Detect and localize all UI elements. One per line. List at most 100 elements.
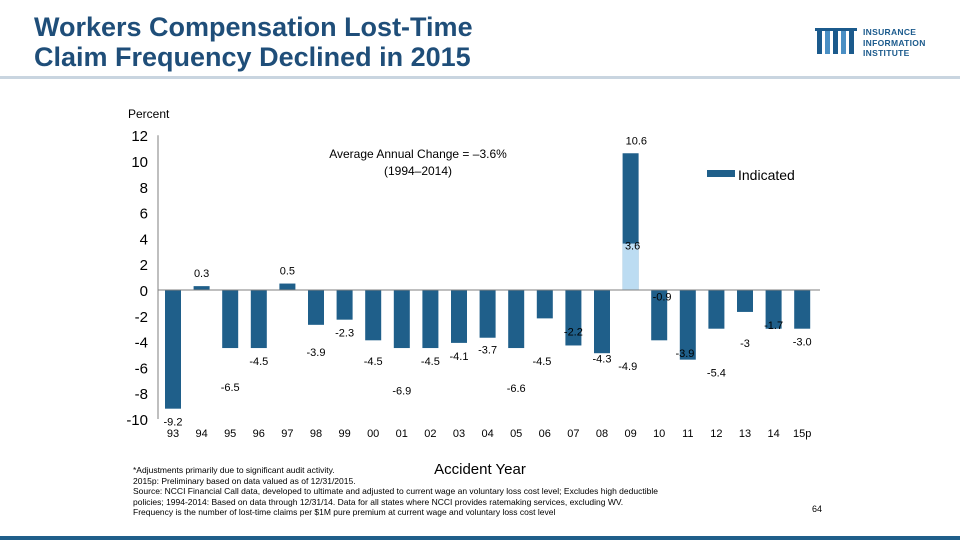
bar-96 [250,290,267,349]
data-label: -4.5 [421,356,440,368]
bar-13 [737,290,753,312]
data-label: -4.5 [364,356,383,368]
bar-07 [565,290,582,346]
data-label: -4.5 [249,356,268,368]
x-tick-label: 03 [453,428,465,440]
data-label: -1.7 [764,320,783,332]
bar-97 [279,283,296,290]
title-line-1: Workers Compensation Lost-Time [34,12,473,42]
data-label: -6.9 [392,386,411,398]
data-label: 0.5 [280,266,295,278]
data-label: -3.9 [675,348,694,360]
bar-10 [651,290,668,341]
bar-98 [308,290,324,325]
logo-line-2: INFORMATION [863,37,926,48]
bottom-divider [0,536,960,540]
x-tick-label: 98 [310,428,322,440]
y-tick-label: 8 [140,180,148,197]
bar-02 [422,290,439,349]
x-tick-label: 01 [396,428,408,440]
data-label: -2.3 [335,328,354,340]
page-number: 64 [812,504,823,514]
bar-03 [451,290,467,343]
bar-93 [165,290,181,409]
y-tick-label: -8 [135,386,148,403]
data-label: -6.6 [507,383,526,395]
bar-01 [393,290,410,349]
data-label: -9.2 [164,417,183,429]
data-label: 0.3 [194,268,209,280]
x-tick-label: 09 [624,428,636,440]
x-tick-label: 94 [195,428,207,440]
data-label: -4.3 [593,353,612,365]
bar-11 [679,290,696,360]
x-tick-label: 07 [567,428,579,440]
bar-00 [365,290,382,341]
annotation-line-2: (1994–2014) [384,164,452,178]
x-tick-label: 93 [167,428,179,440]
y-tick-label: 6 [140,206,148,223]
x-tick-label: 05 [510,428,522,440]
y-tick-label: 10 [131,154,148,171]
data-label: -2.2 [564,326,583,338]
data-label: -6.5 [221,382,240,394]
x-tick-label: 02 [424,428,436,440]
data-label: -3.0 [793,337,812,349]
x-tick-label: 13 [739,428,751,440]
x-tick-label: 11 [682,428,693,440]
bar-12 [708,290,725,329]
data-label: -3.9 [307,347,326,359]
x-tick-label: 08 [596,428,608,440]
bar-highlight-segment [622,243,639,290]
y-tick-label: -2 [135,309,148,326]
y-tick-label: -6 [135,360,148,377]
page-title: Workers Compensation Lost-Time Claim Fre… [34,12,654,72]
x-tick-label: 95 [224,428,236,440]
bar-06 [536,290,553,319]
bar-95 [222,290,239,349]
logo-mark-icon [815,28,857,54]
data-label: -0.9 [653,291,672,303]
footnotes: *Adjustments primarily due to significan… [133,465,793,518]
y-tick-label: 0 [140,283,148,300]
bar-08 [594,290,610,354]
x-tick-label: 10 [653,428,665,440]
data-label: -3.7 [478,344,497,356]
y-axis-label: Percent [128,107,170,121]
bar-05 [508,290,525,349]
data-label: 10.6 [626,135,647,147]
title-line-2: Claim Frequency Declined in 2015 [34,42,471,72]
y-tick-label: -4 [135,335,148,352]
x-tick-label: 06 [539,428,551,440]
bar-15p [794,290,811,329]
legend-swatch [707,170,735,177]
x-tick-label: 96 [253,428,265,440]
footnote-line-3: Source: NCCI Financial Call data, develo… [133,486,658,497]
data-label: -4.1 [450,351,469,363]
x-tick-label: 12 [710,428,722,440]
bar-04 [479,290,496,338]
bar-94 [193,286,210,290]
footnote-line-2: 2015p: Preliminary based on data valued … [133,475,356,486]
x-axis-title: Accident Year [434,461,526,478]
bar-14 [765,290,782,329]
title-band [0,0,960,78]
title-divider [0,76,960,79]
y-tick-label: -10 [126,412,148,429]
legend-label: Indicated [738,167,795,183]
bar-99 [336,290,353,320]
logo-text: INSURANCE INFORMATION INSTITUTE [863,27,926,59]
data-label-highlight: 3.6 [625,241,640,253]
data-label: -3 [740,338,750,350]
x-tick-label: 04 [481,428,493,440]
footnote-line-4: policies; 1994-2014: Based on data throu… [133,496,624,507]
footnote-line-1: *Adjustments primarily due to significan… [133,465,335,475]
y-tick-label: 4 [140,231,148,248]
logo-line-1: INSURANCE [863,27,917,37]
x-tick-label: 00 [367,428,379,440]
logo-line-3: INSTITUTE [863,48,910,58]
x-tick-label: 97 [281,428,293,440]
iii-logo: INSURANCE INFORMATION INSTITUTE [815,26,950,60]
y-tick-label: 2 [140,257,148,274]
